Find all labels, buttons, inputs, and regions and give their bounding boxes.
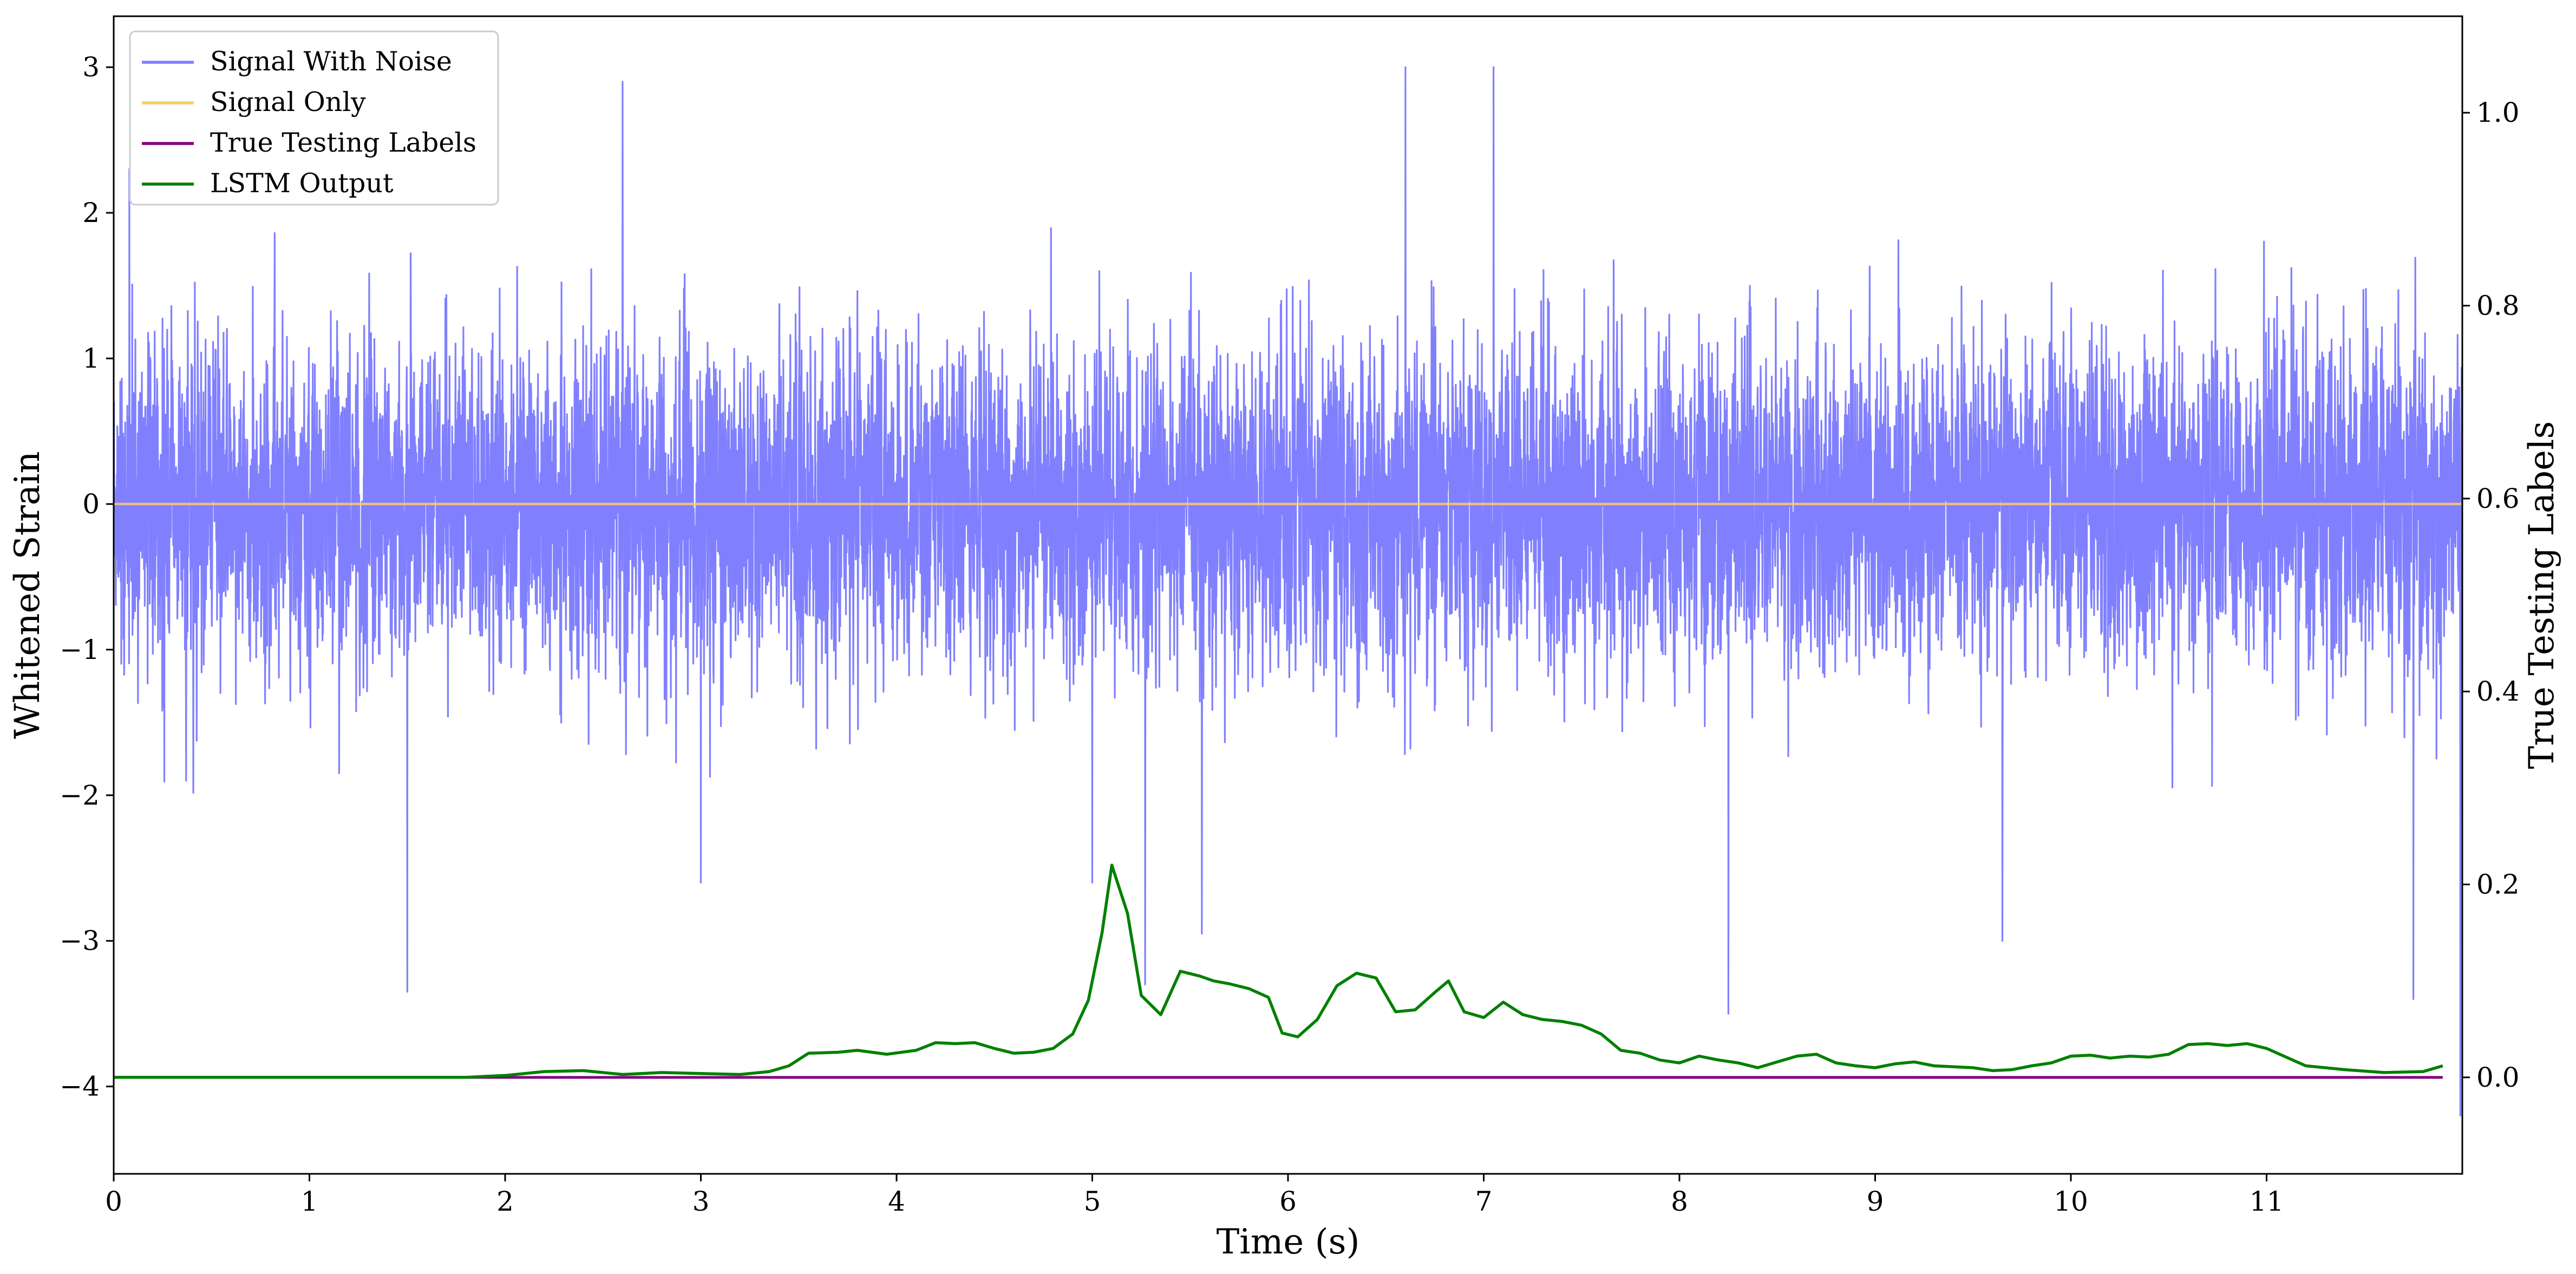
legend-label: Signal With Noise: [210, 46, 452, 77]
x-tick-label: 4: [888, 1186, 905, 1217]
y-tick-label-left: 2: [82, 197, 100, 228]
x-tick-label: 7: [1475, 1186, 1493, 1217]
legend-label: True Testing Labels: [210, 127, 476, 158]
y-tick-label-right: 1.0: [2476, 97, 2520, 128]
x-tick-label: 2: [496, 1186, 514, 1217]
legend: Signal With Noise Signal Only True Testing…: [129, 30, 499, 206]
y-tick-label-left: −3: [60, 925, 100, 957]
legend-label: LSTM Output: [210, 168, 394, 199]
x-axis-label: Time (s): [1217, 1222, 1360, 1262]
y-tick-label-right: 0.4: [2476, 676, 2520, 707]
x-tick-label: 3: [692, 1186, 710, 1217]
series-lstm-output: [114, 864, 2443, 1079]
y-tick-label-left: 1: [82, 343, 100, 374]
y-tick-label-right: 0.2: [2476, 869, 2520, 900]
y-axis-label-left: Whitened Strain: [8, 451, 48, 739]
x-tick-label: 10: [2054, 1186, 2088, 1217]
y-tick-label-left: −1: [60, 634, 100, 665]
legend-box: [129, 30, 499, 206]
axes: 0 1 2 3 4 5 6 7 8 9 10 113210−1−2−3−41.00.80.60.40.…: [8, 15, 2562, 1262]
x-tick-label: 5: [1084, 1186, 1101, 1217]
x-tick-label: 8: [1671, 1186, 1688, 1217]
y-tick-label-left: −2: [60, 780, 100, 811]
series-signal-with-noise: [114, 66, 2462, 1116]
x-tick-label: 6: [1279, 1186, 1297, 1217]
y-tick-label-right: 0.0: [2476, 1062, 2520, 1093]
y-tick-label-left: −4: [60, 1071, 100, 1102]
legend-label: Signal Only: [210, 87, 366, 117]
x-tick-label: 11: [2250, 1186, 2284, 1217]
x-tick-label: 9: [1867, 1186, 1884, 1217]
y-tick-label-left: 0: [82, 488, 100, 520]
x-tick-label: 0: [105, 1186, 122, 1217]
y-tick-label-right: 0.6: [2476, 483, 2520, 514]
x-tick-label: 1: [301, 1186, 318, 1217]
y-tick-label-left: 3: [82, 51, 100, 83]
plot-area: [114, 66, 2462, 1116]
y-axis-label-right: True Testing Labels: [2522, 421, 2562, 769]
y-tick-label-right: 0.8: [2476, 290, 2520, 322]
